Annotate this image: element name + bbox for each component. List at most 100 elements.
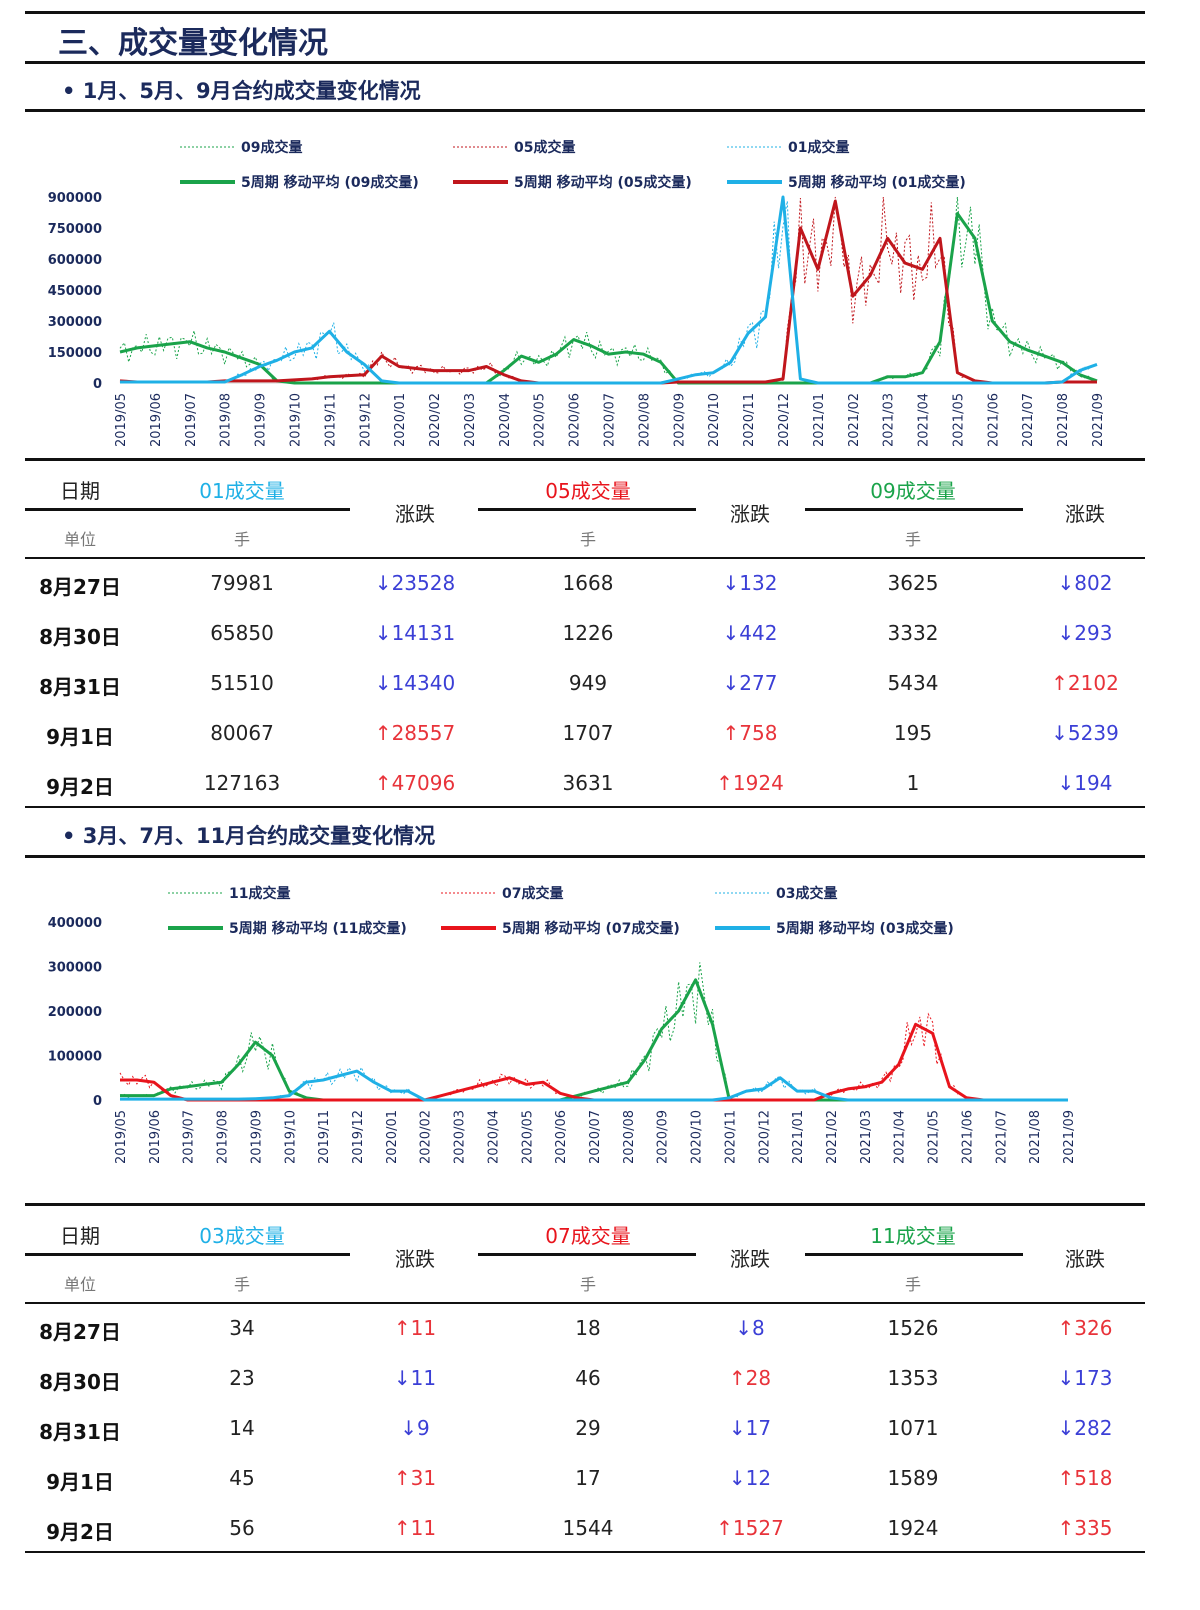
series-ma-line-1 [120, 1022, 1068, 1102]
header-change3: 涨跌 [1065, 1247, 1105, 1271]
change-value: ↓17 [728, 1416, 772, 1440]
x-tick-label: 2019/10 [288, 393, 303, 447]
x-tick-label: 2020/06 [568, 393, 583, 447]
x-tick-label: 2020/02 [428, 393, 443, 447]
volume-value: 80067 [210, 721, 274, 745]
header-change1: 涨跌 [395, 1247, 435, 1271]
legend-label: 03成交量 [776, 885, 837, 902]
change-value: ↑28 [728, 1366, 772, 1390]
row-date: 8月27日 [39, 575, 121, 599]
change-value: ↓8 [735, 1316, 765, 1340]
x-tick-label: 2021/06 [960, 1110, 975, 1164]
change-value: ↓132 [722, 571, 778, 595]
x-tick-label: 2020/04 [498, 393, 513, 447]
row-date: 9月2日 [46, 1520, 114, 1544]
y-tick-label: 750000 [48, 222, 102, 237]
x-tick-label: 2020/01 [393, 393, 408, 447]
chart-3711-volume: 0 100000 200000 300000 400000 2019/05 2019/06 2… [48, 885, 1077, 1164]
legend-label: 11成交量 [229, 885, 290, 902]
header-underline [478, 1253, 696, 1256]
y-tick-label: 200000 [48, 1005, 102, 1020]
table-3711-volume: 日期 03成交量 07成交量 11成交量 涨跌 涨跌 涨跌 单位 手 手 手 8月27日 34 ↑11 18… [25, 1203, 1145, 1559]
x-tick-label: 2021/06 [986, 393, 1001, 447]
divider [25, 109, 1145, 112]
divider [25, 855, 1145, 858]
x-tick-label: 2020/02 [419, 1110, 434, 1164]
unit-label: 单位 [63, 530, 97, 549]
x-tick-label: 2020/10 [707, 393, 722, 447]
volume-value: 3332 [887, 621, 939, 645]
volume-value: 1668 [562, 571, 614, 595]
x-tick-label: 2019/10 [283, 1110, 298, 1164]
y-tick-label: 450000 [48, 284, 102, 299]
unit-col2: 手 [579, 530, 597, 549]
x-tick-label: 2019/07 [184, 393, 199, 447]
volume-value: 1544 [562, 1516, 614, 1540]
legend-label: 07成交量 [502, 885, 563, 902]
change-value: ↑31 [393, 1466, 437, 1490]
volume-value: 65850 [210, 621, 274, 645]
y-tick-label: 0 [93, 1094, 102, 1109]
change-value: ↑11 [393, 1316, 437, 1340]
change-value: ↓23528 [374, 571, 456, 595]
row-date: 9月1日 [46, 1470, 114, 1494]
x-tick-label: 2021/08 [1028, 1110, 1043, 1164]
y-tick-label: 300000 [48, 315, 102, 330]
row-date: 9月1日 [46, 725, 114, 749]
x-tick-label: 2019/05 [114, 1110, 129, 1164]
unit-col2: 手 [579, 1275, 597, 1294]
change-value: ↑1924 [716, 771, 784, 795]
unit-label: 单位 [63, 1275, 97, 1294]
volume-value: 949 [568, 671, 608, 695]
change-value: ↑2102 [1051, 671, 1119, 695]
change-value: ↑518 [1057, 1466, 1113, 1490]
x-tick-label: 2020/09 [672, 393, 687, 447]
x-tick-label: 2020/11 [723, 1110, 738, 1164]
divider [25, 61, 1145, 64]
y-tick-label: 400000 [48, 916, 102, 931]
x-tick-label: 2020/08 [622, 1110, 637, 1164]
volume-value: 17 [575, 1466, 601, 1490]
x-tick-label: 2021/04 [893, 1110, 908, 1164]
volume-value: 1353 [887, 1366, 939, 1390]
volume-value: 1226 [562, 621, 614, 645]
change-value: ↓277 [722, 671, 778, 695]
legend-label: 5周期 移动平均 (05成交量) [514, 174, 692, 191]
unit-col3: 手 [904, 530, 922, 549]
unit-col1: 手 [233, 530, 251, 549]
x-tick-label: 2019/12 [351, 1110, 366, 1164]
header-col3: 09成交量 [870, 479, 956, 503]
change-value: ↑1527 [716, 1516, 784, 1540]
volume-value: 45 [229, 1466, 255, 1490]
header-underline [805, 1253, 1023, 1256]
x-tick-label: 2020/11 [742, 393, 757, 447]
volume-value: 1707 [562, 721, 614, 745]
x-tick-label: 2019/09 [249, 1110, 264, 1164]
volume-value: 3625 [887, 571, 939, 595]
change-value: ↓442 [722, 621, 778, 645]
series-ma-line-2 [120, 195, 1098, 385]
change-value: ↑47096 [374, 771, 456, 795]
volume-value: 1526 [887, 1316, 939, 1340]
series-ma-line-0 [120, 978, 1068, 1102]
change-value: ↑335 [1057, 1516, 1113, 1540]
header-bottom-border [25, 1302, 1145, 1304]
header-change2: 涨跌 [730, 502, 770, 526]
x-tick-label: 2021/05 [951, 393, 966, 447]
x-tick-label: 2021/03 [859, 1110, 874, 1164]
x-tick-label: 2019/07 [182, 1110, 197, 1164]
x-tick-label: 2019/12 [358, 393, 373, 447]
change-value: ↑11 [393, 1516, 437, 1540]
change-value: ↓194 [1057, 771, 1113, 795]
row-date: 9月2日 [46, 775, 114, 799]
legend-label: 05成交量 [514, 139, 575, 156]
series-raw-line-2 [119, 1066, 1064, 1101]
row-date: 8月31日 [39, 675, 121, 699]
x-tick-label: 2021/07 [1021, 393, 1036, 447]
series-raw-line-1 [119, 196, 1093, 384]
x-tick-label: 2020/07 [588, 1110, 603, 1164]
x-tick-label: 2019/06 [149, 393, 164, 447]
header-col3: 11成交量 [870, 1224, 956, 1248]
row-date: 8月27日 [39, 1320, 121, 1344]
